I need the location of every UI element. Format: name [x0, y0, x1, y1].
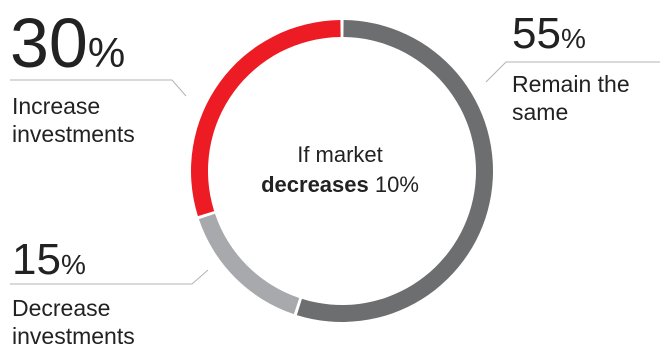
category-label-increase: Increase investments	[12, 92, 135, 148]
category-label-increase-line1: Increase	[12, 93, 101, 119]
slice-increase	[190, 20, 341, 217]
center-label-rest: 10%	[368, 172, 419, 197]
data-label-remain-percent: 55%	[512, 12, 586, 56]
data-label-increase-value: 30	[10, 4, 88, 82]
donut-slices	[190, 20, 494, 323]
data-label-decrease-percent: 15%	[12, 238, 86, 282]
category-label-decrease: Decrease investments	[12, 294, 135, 350]
center-label-line2: decreases 10%	[240, 170, 440, 200]
data-label-increase-percent: 30%	[10, 8, 125, 78]
center-label: If market decreases 10%	[240, 140, 440, 200]
data-label-increase-sign: %	[87, 29, 126, 76]
center-label-bold: decreases	[261, 172, 369, 197]
data-label-decrease-sign: %	[60, 249, 86, 280]
data-label-remain-sign: %	[560, 23, 586, 54]
center-label-line1: If market	[297, 142, 383, 167]
leader-line-increase	[10, 79, 187, 97]
leader-line-decrease	[10, 269, 209, 285]
category-label-decrease-line2: investments	[12, 323, 135, 349]
data-label-remain-value: 55	[512, 9, 561, 58]
leader-line-remain	[485, 61, 660, 83]
category-label-remain-line1: Remain the	[512, 71, 630, 97]
leader-lines	[10, 61, 660, 285]
slice-decrease	[198, 213, 300, 315]
category-label-increase-line2: investments	[12, 121, 135, 147]
category-label-remain-line2: same	[512, 99, 569, 125]
data-label-decrease-value: 15	[12, 235, 61, 284]
category-label-decrease-line1: Decrease	[12, 295, 111, 321]
category-label-remain: Remain the same	[512, 70, 630, 126]
